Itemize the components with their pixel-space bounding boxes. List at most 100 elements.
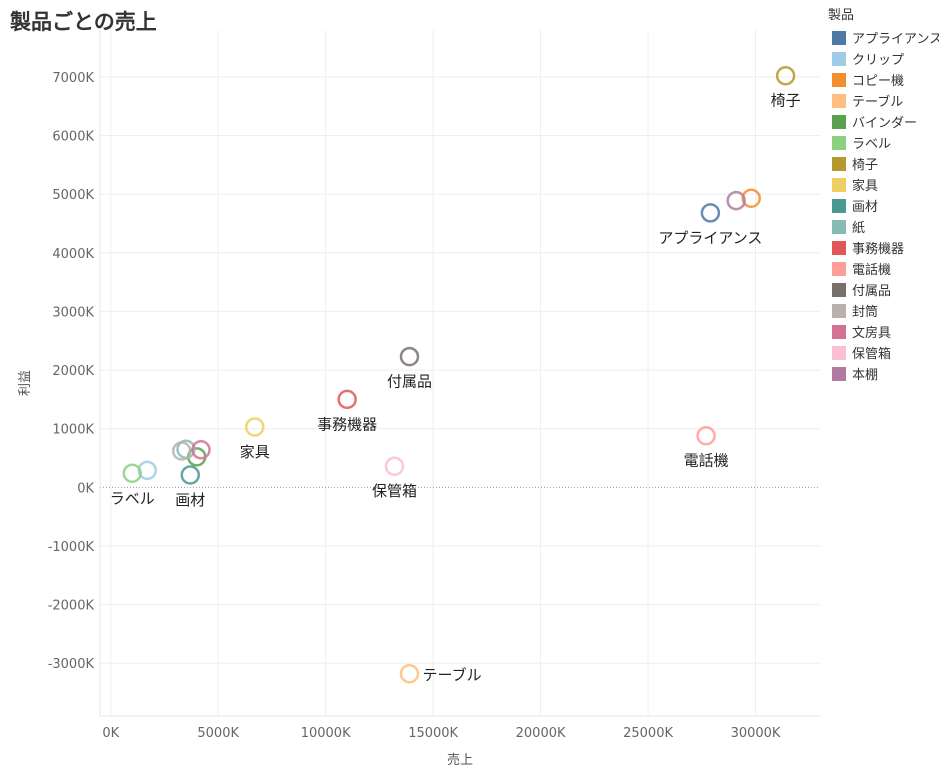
y-tick-label: 5000K [52,188,94,203]
axes [99,30,820,717]
data-label: 椅子 [771,92,801,110]
y-tick-label: 0K [77,481,94,496]
legend-swatch [832,72,846,87]
legend-item[interactable]: コピー機 [828,69,936,90]
data-point [700,203,721,223]
legend-swatch [832,114,846,129]
legend-label: バインダー [852,116,918,131]
legend-label: テーブル [852,95,904,110]
x-tick-label: 5000K [197,726,239,741]
legend-item[interactable]: 付属品 [828,279,936,300]
legend-swatch [832,240,846,255]
legend-label: 文房具 [852,326,892,341]
legend-items: アプライアンス クリップコピー機テーブルバインダーラベル 椅子家具画材紙事務機器 電話… [828,27,939,384]
legend-item[interactable]: 事務機器 [828,237,936,258]
y-tick-label: 4000K [52,247,94,262]
data-point [191,440,211,460]
legend-item[interactable]: テーブル [828,90,936,111]
y-tick-label: 1000K [52,423,94,438]
legend-swatch [832,93,846,108]
legend-swatch [832,198,846,213]
data-point [180,465,201,485]
x-tick-label: 0K [102,726,119,741]
legend-label: 封筒 [852,305,879,320]
legend: 製品 アプライアンス クリップコピー機テーブルバインダーラベル 椅子家具画材紙事務機… [828,4,939,384]
legend-label: 紙 [852,221,866,236]
legend-item[interactable]: 家具 [828,174,936,195]
legend-label: 事務機器 [852,242,905,257]
y-tick-label: -3000K [48,657,95,672]
legend-item[interactable]: 椅子 [828,153,936,174]
data-point [399,346,420,367]
legend-label: アプライアンス [852,32,939,47]
tick-labels: -3000K -2000K -1000K 0K 1000K 2000K 3000K 4000K… [48,71,781,741]
data-label: 家具 [240,443,270,461]
legend-swatch [832,324,846,339]
x-tick-label: 20000K [516,726,566,741]
legend-item[interactable]: クリップ [828,48,936,69]
data-label: ラベル [110,489,155,507]
data-label: アプライアンス [658,229,762,247]
data-point [337,389,357,410]
data-points [122,65,796,684]
legend-item[interactable]: ラベル [828,132,936,153]
data-point [399,664,420,684]
legend-swatch [832,51,846,66]
data-point [122,463,142,484]
x-tick-label: 30000K [731,726,781,741]
data-point [171,441,192,461]
legend-item[interactable]: バインダー [828,111,936,132]
scatter-chart: -3000K -2000K -1000K 0K 1000K 2000K 3000K 4000K… [18,30,820,768]
y-tick-label: 6000K [52,130,94,145]
legend-label: 本棚 [852,368,879,383]
legend-item[interactable]: 紙 [828,216,936,237]
x-tick-label: 10000K [301,726,351,741]
legend-swatch [832,366,846,381]
x-tick-label: 15000K [408,726,458,741]
y-axis-label: 利益 [18,370,33,396]
y-tick-label: -1000K [48,540,95,555]
legend-label: クリップ [852,53,905,68]
legend-label: ラベル [852,137,892,152]
legend-label: コピー機 [852,74,905,89]
legend-item[interactable]: 画材 [828,195,936,216]
x-tick-label: 25000K [623,726,673,741]
data-point [244,417,265,437]
data-label: 電話機 [684,452,729,470]
data-point [775,65,796,86]
data-point [696,425,716,446]
data-label: 事務機器 [317,415,377,433]
legend-swatch [832,303,846,318]
legend-swatch [832,156,846,171]
legend-swatch [832,345,846,360]
legend-label: 画材 [852,200,879,215]
data-point [726,190,746,211]
y-tick-label: 3000K [52,305,94,320]
legend-label: 保管箱 [852,347,892,362]
legend-item[interactable]: 電話機 [828,258,936,279]
legend-item[interactable]: アプライアンス [828,27,939,48]
data-point [137,460,158,481]
y-tick-label: 7000K [52,71,94,86]
data-point [384,456,405,476]
legend-item[interactable]: 保管箱 [828,342,936,363]
data-point [741,188,761,209]
chart-title: 製品ごとの売上 [10,10,157,34]
legend-swatch [832,282,846,297]
legend-item[interactable]: 封筒 [828,300,936,321]
y-tick-label: -2000K [48,599,95,614]
data-label: 画材 [175,491,205,509]
legend-label: 付属品 [852,284,892,299]
legend-item[interactable]: 文房具 [828,321,936,342]
legend-title: 製品 [828,8,855,23]
legend-label: 家具 [852,179,879,194]
legend-swatch [832,177,846,192]
legend-item[interactable]: 本棚 [828,363,936,384]
legend-swatch [832,30,846,45]
grid-lines [100,30,820,716]
y-tick-label: 2000K [52,364,94,379]
legend-swatch [832,219,846,234]
data-label: テーブル [422,666,481,684]
data-label: 付属品 [387,373,432,391]
